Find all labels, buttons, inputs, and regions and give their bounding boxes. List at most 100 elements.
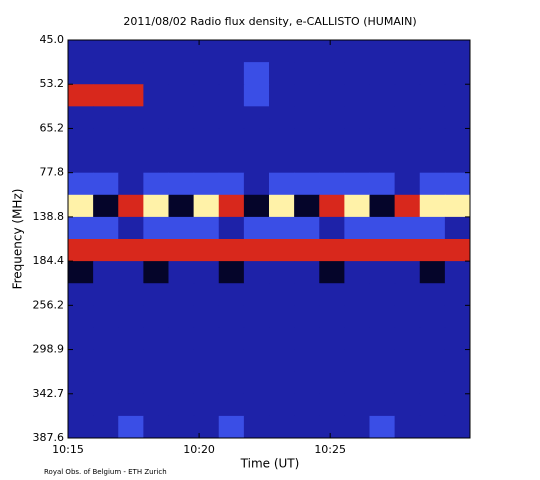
heat-cell	[444, 283, 471, 306]
heat-cell	[168, 305, 195, 328]
heat-cell	[294, 393, 320, 417]
heat-cell	[68, 216, 94, 240]
heat-cell	[168, 150, 195, 174]
heat-cell	[294, 150, 320, 174]
heat-cell	[269, 305, 295, 328]
heat-cell	[419, 283, 446, 306]
heat-cell	[143, 128, 169, 152]
heat-cell	[444, 349, 471, 373]
heat-cell	[218, 283, 245, 306]
heat-cell	[193, 261, 220, 284]
heat-cell	[218, 371, 245, 395]
y-tick-label: 138.8	[33, 210, 65, 223]
heat-cell	[444, 40, 471, 63]
heat-cell	[218, 106, 245, 129]
heat-cell	[168, 283, 195, 306]
heat-cell	[143, 40, 169, 63]
heat-cell	[369, 106, 396, 129]
heat-cell	[243, 84, 270, 107]
heat-cell	[269, 84, 295, 107]
heat-cell	[118, 239, 144, 262]
heat-cell	[444, 327, 471, 351]
heat-cell	[193, 106, 220, 129]
heat-cell	[193, 194, 220, 218]
x-tick-label: 10:25	[314, 443, 346, 456]
heat-cell	[218, 40, 245, 63]
heat-cell	[319, 261, 345, 284]
heat-cell	[444, 261, 471, 284]
heat-cell	[394, 40, 421, 63]
heat-cell	[269, 40, 295, 63]
heat-cell	[218, 128, 245, 152]
heat-cell	[143, 62, 169, 85]
y-tick-label: 184.4	[33, 254, 65, 267]
heat-cell	[218, 239, 245, 262]
heat-cell	[118, 150, 144, 174]
heat-cell	[344, 393, 370, 417]
heat-cell	[193, 172, 220, 196]
x-tick-label: 10:20	[183, 443, 215, 456]
heat-cell	[294, 305, 320, 328]
heat-cell	[243, 62, 270, 85]
heat-cell	[444, 128, 471, 152]
heat-cell	[243, 415, 270, 439]
heat-cell	[93, 62, 119, 85]
heat-cell	[143, 305, 169, 328]
heat-cell	[168, 172, 195, 196]
heat-cell	[168, 327, 195, 351]
heat-cell	[319, 40, 345, 63]
heat-cell	[394, 327, 421, 351]
heat-cell	[394, 305, 421, 328]
heat-cell	[193, 283, 220, 306]
heat-cell	[444, 106, 471, 129]
y-tick-label: 256.2	[33, 298, 65, 311]
heat-cell	[394, 84, 421, 107]
heat-cell	[93, 239, 119, 262]
heat-cell	[444, 371, 471, 395]
heat-cell	[193, 349, 220, 373]
heat-cell	[294, 172, 320, 196]
heat-cell	[344, 62, 370, 85]
heat-cell	[319, 128, 345, 152]
heat-cell	[68, 128, 94, 152]
y-tick-label: 65.2	[40, 121, 65, 134]
heat-cell	[193, 415, 220, 439]
heat-cell	[143, 283, 169, 306]
heat-cell	[143, 415, 169, 439]
heat-cell	[394, 393, 421, 417]
heat-cell	[269, 128, 295, 152]
heat-cell	[168, 62, 195, 85]
heat-cell	[68, 172, 94, 196]
heat-cell	[419, 327, 446, 351]
heat-cell	[344, 84, 370, 107]
heat-cell	[394, 128, 421, 152]
heat-cell	[344, 128, 370, 152]
heat-cell	[344, 371, 370, 395]
heat-cell	[218, 216, 245, 240]
heat-cell	[294, 283, 320, 306]
heat-cell	[243, 239, 270, 262]
heat-cell	[419, 128, 446, 152]
heat-cell	[118, 393, 144, 417]
heat-cell	[218, 305, 245, 328]
heat-cell	[193, 327, 220, 351]
heat-cell	[269, 327, 295, 351]
heat-cell	[269, 371, 295, 395]
heat-cell	[143, 327, 169, 351]
heat-cell	[294, 327, 320, 351]
heat-cell	[369, 327, 396, 351]
heat-cell	[243, 283, 270, 306]
heat-cell	[294, 40, 320, 63]
heat-cell	[319, 371, 345, 395]
heat-cell	[68, 261, 94, 284]
y-tick-label: 298.9	[33, 343, 65, 356]
heat-cell	[444, 415, 471, 439]
heat-cell	[444, 216, 471, 240]
heat-cell	[369, 216, 396, 240]
heat-cell	[294, 239, 320, 262]
heat-cell	[319, 349, 345, 373]
heat-cell	[243, 128, 270, 152]
credit: Royal Obs. of Belgium - ETH Zurich	[44, 468, 167, 476]
heat-cell	[218, 393, 245, 417]
heat-cell	[319, 216, 345, 240]
